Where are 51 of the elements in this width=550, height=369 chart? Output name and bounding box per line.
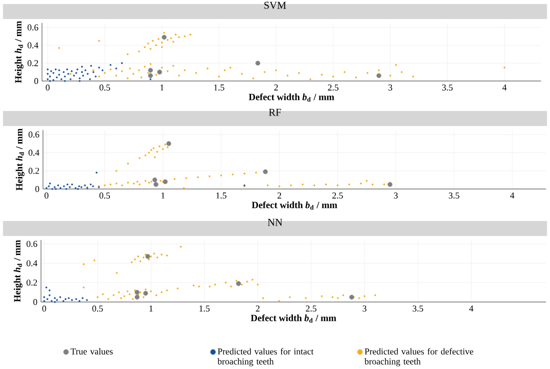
x-axis-title: Defect width b$_{d}$ / mm [252,201,338,210]
y-tick-label: 0.2 [28,168,39,174]
y-tick-label: 0 [33,298,38,306]
y-tick-label: 0.6 [28,24,38,30]
x-tick-label: 1 [161,192,165,198]
x-tick-label: 3 [362,306,366,312]
x-tick-label: 1.5 [200,306,210,312]
chart-title: NN [268,218,282,226]
x-tick-label: 4 [510,192,514,198]
x-tick-label: 1.5 [216,192,226,199]
x-tick-label: 0.5 [99,192,110,199]
x-tick-label: 0.5 [100,84,110,91]
x-tick-label: 0 [44,192,48,199]
x-tick-label: 2.5 [306,306,316,312]
x-tick-label: 4 [469,306,474,312]
y-tick-label: 0.4 [26,260,38,266]
x-axis-title: Defect width b$_{d}$ / mm [250,314,336,323]
y-tick-label: 0.4 [28,150,40,156]
x-tick-label: 3.5 [442,84,453,91]
legend-label: True values [70,348,113,354]
y-axis-title: Height h$_{d}$ / mm [14,240,22,302]
chart-title: SVM [264,2,286,9]
y-tick-label: 0 [35,186,40,192]
x-tick-label: 3.5 [448,192,460,199]
y-tick-label: 0 [34,78,38,84]
x-tick-label: 1.5 [214,84,224,91]
x-tick-label: 2 [278,192,282,198]
x-tick-label: 2 [256,306,260,312]
y-tick-label: 0.6 [26,240,38,247]
x-tick-label: 3 [394,192,398,199]
y-axis-title: Height h$_{d}$ / mm [14,21,24,83]
x-axis-title: Defect width b$_{d}$ / mm [248,93,334,102]
x-tick-label: 0 [42,306,46,312]
chart-title: RF [268,108,282,116]
x-tick-label: 2.5 [328,84,338,91]
legend-label: Predicted values for defective broaching teeth [364,348,474,366]
x-tick-label: 3 [388,84,392,91]
y-tick-label: 0.2 [28,60,38,66]
y-tick-label: 0.6 [28,131,40,138]
y-tick-label: 0.2 [26,280,37,286]
x-tick-label: 3.5 [412,306,424,312]
x-tick-label: 4 [502,84,507,90]
y-axis-title: Height h$_{d}$ / mm [16,128,24,190]
legend-label: Predicted values for intact broaching teeth [217,348,314,366]
y-tick-label: 0.4 [28,42,38,48]
x-tick-label: 2 [274,84,278,90]
x-tick-label: 0.5 [92,306,103,312]
x-tick-label: 0 [46,84,50,91]
x-tick-label: 1 [150,306,153,312]
x-tick-label: 1 [160,84,164,90]
x-tick-label: 2.5 [332,192,343,199]
